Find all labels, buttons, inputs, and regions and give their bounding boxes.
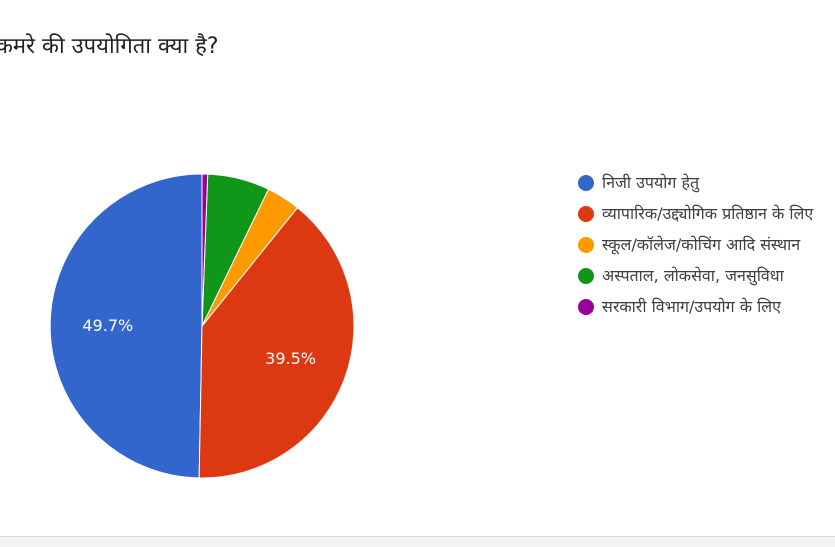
question-title: कमरे की उपयोगिता क्या है? <box>0 34 219 59</box>
pie-data-labels: 49.7% 39.5% <box>82 316 316 368</box>
legend-swatch-hospital-public <box>578 268 594 284</box>
legend-item-commercial[interactable]: व्यापारिक/उद्द्योगिक प्रतिष्ठान के लिए <box>578 201 835 227</box>
pie-data-label-0: 49.7% <box>82 316 133 335</box>
chart-legend: निजी उपयोग हेतु व्यापारिक/उद्द्योगिक प्र… <box>578 170 835 325</box>
legend-item-government[interactable]: सरकारी विभाग/उपयोग के लिए <box>578 294 835 320</box>
legend-label: निजी उपयोग हेतु <box>602 173 700 192</box>
legend-label: सरकारी विभाग/उपयोग के लिए <box>602 297 781 316</box>
pie-slice-0[interactable] <box>49 173 203 479</box>
pie-slice-1[interactable] <box>198 206 355 479</box>
legend-swatch-government <box>578 299 594 315</box>
pie-slice-4[interactable] <box>201 173 209 327</box>
legend-swatch-school-college <box>578 237 594 253</box>
legend-label: स्कूल/कॉलेज/कोचिंग आदि संस्थान <box>602 235 801 254</box>
legend-swatch-private-use <box>578 175 594 191</box>
legend-label: अस्पताल, लोकसेवा, जनसुविधा <box>602 266 784 285</box>
legend-item-private-use[interactable]: निजी उपयोग हेतु <box>578 170 835 196</box>
legend-item-hospital-public[interactable]: अस्पताल, लोकसेवा, जनसुविधा <box>578 263 835 289</box>
legend-swatch-commercial <box>578 206 594 222</box>
legend-item-school-college[interactable]: स्कूल/कॉलेज/कोचिंग आदि संस्थान <box>578 232 835 258</box>
legend-label: व्यापारिक/उद्द्योगिक प्रतिष्ठान के लिए <box>602 204 814 223</box>
footer-bar <box>0 536 835 547</box>
pie-slices <box>49 173 355 479</box>
pie-data-label-1: 39.5% <box>265 349 316 368</box>
